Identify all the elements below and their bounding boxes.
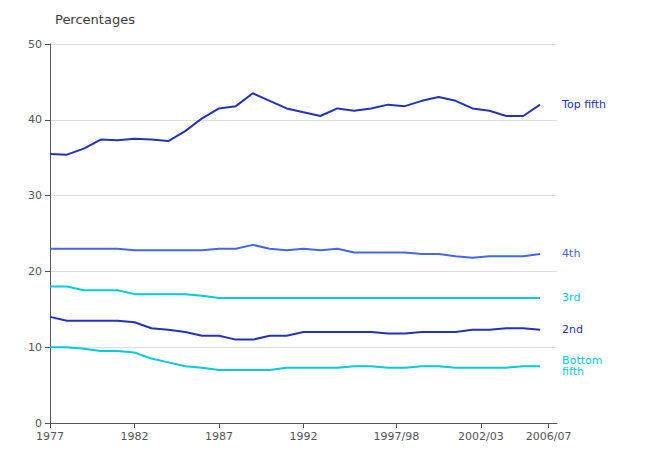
svg-text:40: 40 — [28, 113, 42, 126]
svg-text:2002/03: 2002/03 — [458, 430, 504, 443]
svg-text:30: 30 — [28, 189, 42, 202]
svg-text:10: 10 — [28, 341, 42, 354]
svg-text:1997/98: 1997/98 — [374, 430, 420, 443]
svg-text:Top fifth: Top fifth — [561, 98, 606, 111]
svg-text:fifth: fifth — [562, 365, 584, 378]
svg-text:20: 20 — [28, 265, 42, 278]
svg-text:2nd: 2nd — [562, 323, 583, 336]
svg-text:Bottom: Bottom — [562, 354, 603, 368]
svg-text:2006/07: 2006/07 — [526, 430, 572, 443]
svg-text:50: 50 — [28, 38, 42, 51]
svg-text:0: 0 — [35, 417, 42, 430]
svg-text:Percentages: Percentages — [55, 12, 135, 27]
svg-text:1992: 1992 — [290, 430, 318, 443]
svg-text:3rd: 3rd — [562, 291, 580, 304]
svg-text:1987: 1987 — [205, 430, 233, 443]
svg-text:4th: 4th — [562, 247, 580, 260]
svg-text:1977: 1977 — [36, 430, 64, 443]
svg-text:1982: 1982 — [121, 430, 149, 443]
